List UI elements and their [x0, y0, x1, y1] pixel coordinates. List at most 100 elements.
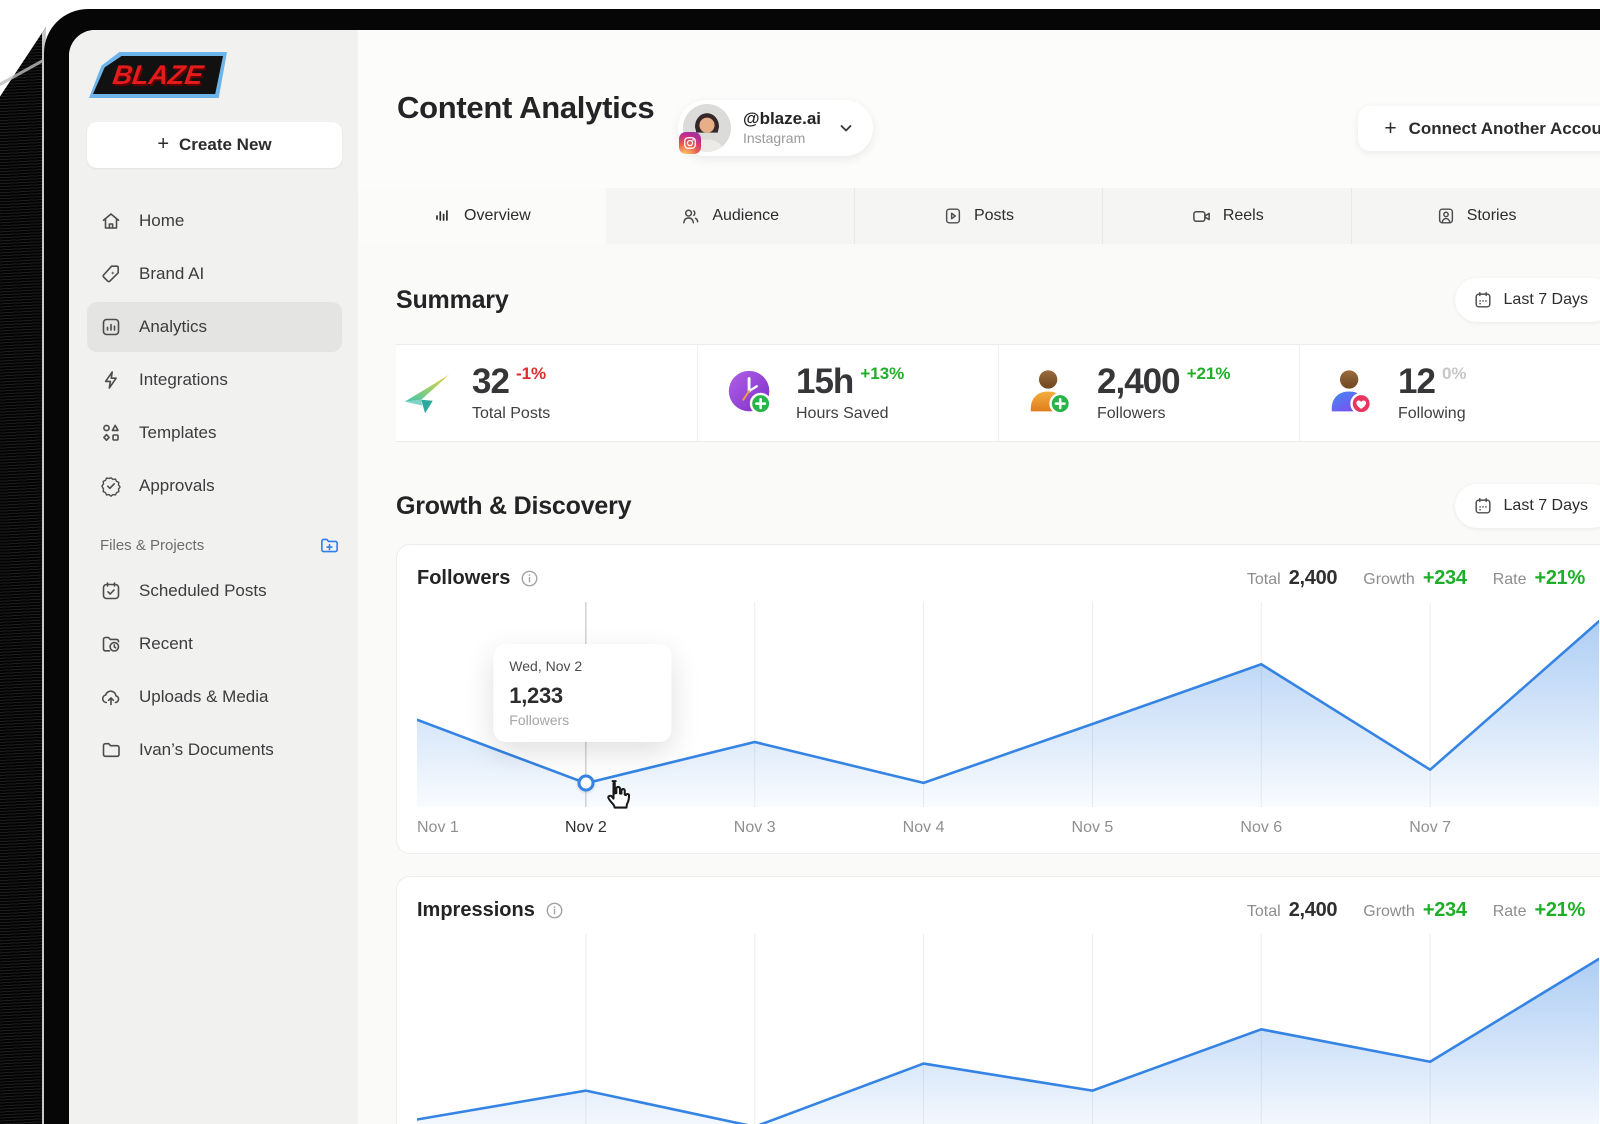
hand-cursor-icon	[598, 777, 636, 815]
tab-bar: Overview Audience Posts Reels Stories	[358, 188, 1600, 244]
calendar-check-icon	[102, 582, 120, 600]
x-axis-label: Nov 4	[902, 819, 945, 836]
sidebar-item-templates[interactable]: Templates	[87, 408, 342, 458]
tooltip-date: Wed, Nov 2	[509, 658, 583, 674]
growth-heading: Growth & Discovery	[396, 491, 632, 520]
account-selector[interactable]: @blaze.ai Instagram	[678, 100, 873, 156]
impressions-growth: +234	[1422, 899, 1467, 921]
account-platform: Instagram	[743, 129, 806, 146]
summary-stats: 32 -1% Total Posts	[396, 344, 1600, 442]
followers-rate: +21%	[1534, 567, 1585, 589]
account-text: @blaze.ai Instagram	[743, 109, 821, 146]
connect-another-account-button[interactable]: + Connect Another Account	[1358, 106, 1600, 151]
folder-icon	[102, 742, 120, 758]
plus-icon: +	[157, 132, 170, 155]
impressions-title: Impressions	[417, 899, 535, 921]
x-axis-label: Nov 6	[1240, 819, 1283, 836]
x-axis-label: Nov 2	[564, 819, 607, 836]
followers-card: Followers Total 2,400 Growth +234 Rate +21%…	[396, 544, 1600, 854]
tab-reels[interactable]: Reels	[1102, 188, 1351, 244]
growth-header-row: Growth & Discovery Last 7 Days	[396, 484, 1600, 528]
followers-title: Followers	[417, 567, 511, 589]
info-icon[interactable]	[520, 569, 539, 588]
badge-check-icon	[101, 477, 121, 497]
tab-stories[interactable]: Stories	[1351, 188, 1600, 244]
instagram-badge-icon	[679, 132, 701, 154]
people-icon	[683, 209, 699, 223]
calendar-icon	[1474, 292, 1491, 308]
sidebar-item-recent[interactable]: Recent	[87, 619, 342, 669]
folder-clock-icon	[102, 636, 120, 652]
x-axis-label: Nov 1	[417, 819, 459, 836]
followers-growth: +234	[1422, 567, 1467, 589]
laptop-sleeve-edge	[0, 26, 46, 1124]
person-heart-icon	[1331, 370, 1373, 415]
hover-point-marker	[577, 774, 595, 792]
impressions-chart-plot[interactable]	[417, 934, 1599, 1124]
person-plus-icon	[1030, 370, 1072, 415]
sidebar-item-analytics[interactable]: Analytics	[87, 302, 342, 352]
x-axis-label: Nov 5	[1071, 819, 1114, 836]
tab-audience[interactable]: Audience	[606, 188, 854, 244]
clock-plus-icon	[728, 370, 772, 415]
tooltip-unit: Followers	[509, 712, 570, 728]
stat-hours-saved: 15h +13% Hours Saved	[697, 345, 998, 441]
followers-kpis: Total 2,400 Growth +234 Rate +21%	[1246, 567, 1585, 589]
impressions-total: 2,400	[1288, 899, 1338, 921]
paper-plane-icon	[404, 374, 450, 414]
plus-icon: +	[1384, 116, 1397, 140]
stat-total-posts: 32 -1% Total Posts	[396, 345, 697, 441]
sidebar-item-ivans-documents[interactable]: Ivan’s Documents	[87, 725, 342, 775]
blaze-logo-text: BLAZE	[110, 59, 206, 90]
add-folder-icon[interactable]	[319, 535, 340, 556]
app-window: BLAZE + Create New Home Brand AI Analyti…	[69, 30, 1600, 1124]
content: Summary Last 7 Days	[358, 244, 1600, 1124]
impressions-rate: +21%	[1534, 899, 1585, 921]
growth-date-range-button[interactable]: Last 7 Days	[1454, 484, 1600, 528]
play-square-icon	[945, 208, 961, 224]
summary-heading: Summary	[396, 285, 509, 314]
tab-posts[interactable]: Posts	[853, 188, 1103, 244]
lightning-icon	[104, 371, 117, 389]
tag-sparkle-icon	[102, 265, 119, 283]
followers-total: 2,400	[1288, 567, 1338, 589]
calendar-icon	[1474, 498, 1491, 514]
main-area: Content Analytics @blaze.ai Instagram	[358, 30, 1600, 1124]
stat-followers: 2,400 +21% Followers	[998, 345, 1299, 441]
info-icon[interactable]	[545, 901, 564, 920]
impressions-card: Impressions Total 2,400 Growth +234 Rate +2…	[396, 876, 1600, 1124]
blaze-logo[interactable]: BLAZE	[89, 52, 227, 98]
followers-chart-plot[interactable]: Wed, Nov 2 1,233 Followers	[417, 602, 1599, 809]
sidebar-item-uploads-media[interactable]: Uploads & Media	[87, 672, 342, 722]
page-title: Content Analytics	[397, 90, 655, 125]
person-card-icon	[1438, 208, 1453, 224]
account-handle: @blaze.ai	[743, 109, 821, 129]
tab-overview[interactable]: Overview	[358, 188, 606, 244]
bar-chart-icon	[102, 318, 120, 336]
sidebar-item-scheduled-posts[interactable]: Scheduled Posts	[87, 566, 342, 616]
sidebar-item-home[interactable]: Home	[87, 196, 342, 246]
tooltip-value: 1,233	[509, 683, 563, 708]
create-new-button[interactable]: + Create New	[87, 122, 342, 168]
impressions-kpis: Total 2,400 Growth +234 Rate +21%	[1246, 899, 1585, 921]
x-axis-label: Nov 3	[733, 819, 776, 836]
followers-x-axis: Nov 1 Nov 2 Nov 3 Nov 4 Nov 5 Nov 6 Nov 7	[417, 811, 1599, 843]
sidebar-item-brand-ai[interactable]: Brand AI	[87, 249, 342, 299]
home-icon	[102, 213, 120, 229]
chart-tooltip: Wed, Nov 2 1,233 Followers	[493, 644, 672, 742]
stat-following: 12 0% Following	[1299, 345, 1600, 441]
x-axis-label: Nov 7	[1409, 819, 1452, 836]
files-projects-header: Files & Projects	[100, 535, 340, 556]
summary-date-range-button[interactable]: Last 7 Days	[1454, 278, 1600, 322]
account-avatar	[679, 104, 731, 154]
video-camera-icon	[1192, 210, 1210, 222]
sidebar-item-integrations[interactable]: Integrations	[87, 355, 342, 405]
summary-header-row: Summary Last 7 Days	[396, 278, 1600, 322]
cloud-upload-icon	[101, 690, 120, 706]
sidebar: BLAZE + Create New Home Brand AI Analyti…	[69, 30, 358, 1124]
topbar: Content Analytics @blaze.ai Instagram	[358, 30, 1600, 188]
sidebar-item-approvals[interactable]: Approvals	[87, 461, 342, 511]
chevron-down-icon	[837, 119, 855, 137]
impressions-card-header: Impressions Total 2,400 Growth +234 Rate +2…	[417, 899, 1599, 922]
